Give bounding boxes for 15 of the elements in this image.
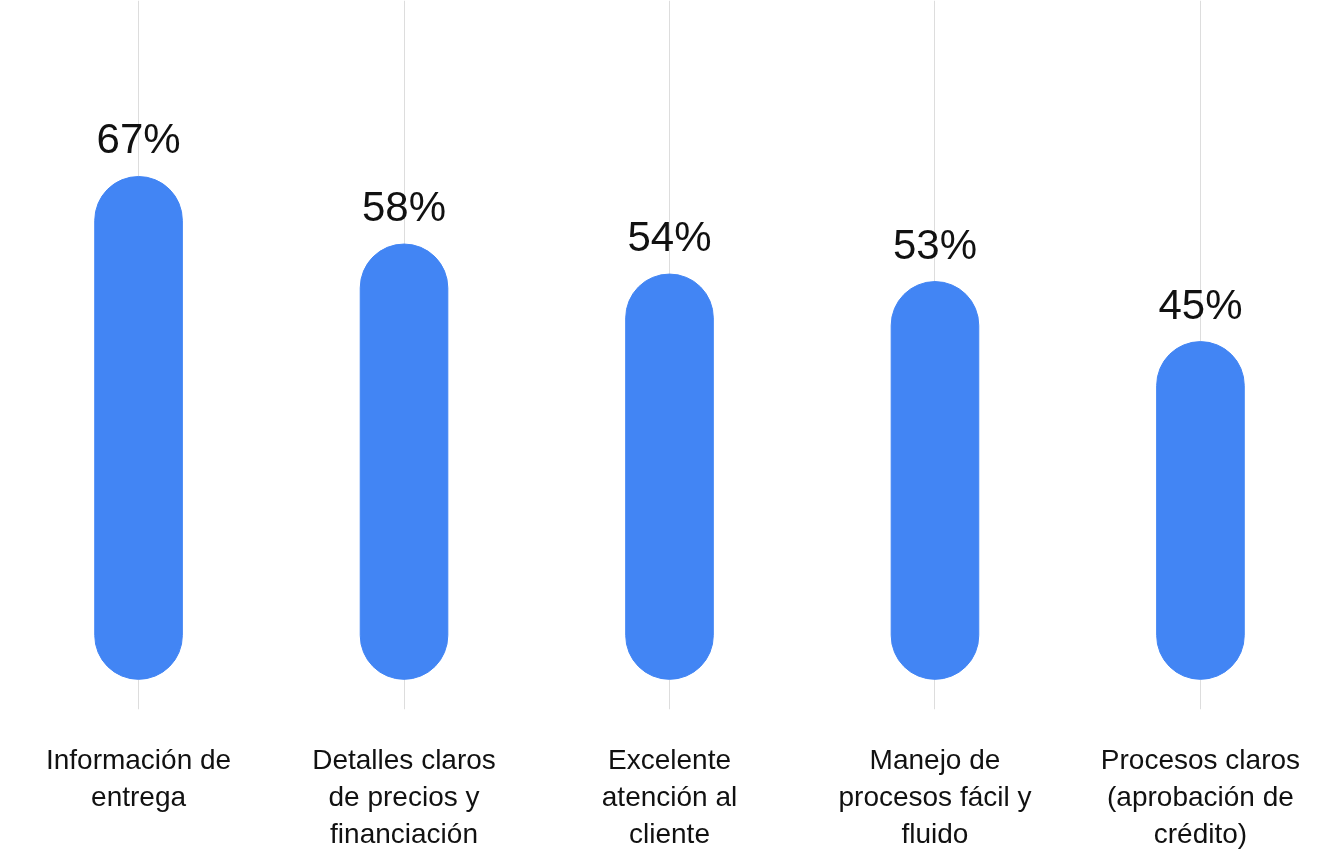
x-tick-label: Detalles claros de precios y financiación: [312, 743, 496, 849]
bar: [1156, 341, 1245, 680]
bar: [359, 243, 449, 680]
data-label: 53%: [892, 220, 978, 268]
x-tick-label: Información de entrega: [45, 743, 232, 812]
data-label: 58%: [361, 183, 447, 231]
x-tick-label: Manejo de procesos fácil y fluido: [838, 743, 1032, 849]
data-label: 54%: [627, 213, 712, 261]
data-label: 67%: [96, 115, 181, 163]
x-tick-label: Procesos claros (aprobación de crédito): [1100, 743, 1301, 849]
bar: [94, 175, 183, 680]
x-tick-label: Excelente atención al cliente: [601, 743, 738, 849]
bar: [625, 273, 714, 680]
bar: [890, 281, 980, 680]
data-label: 45%: [1158, 280, 1243, 328]
